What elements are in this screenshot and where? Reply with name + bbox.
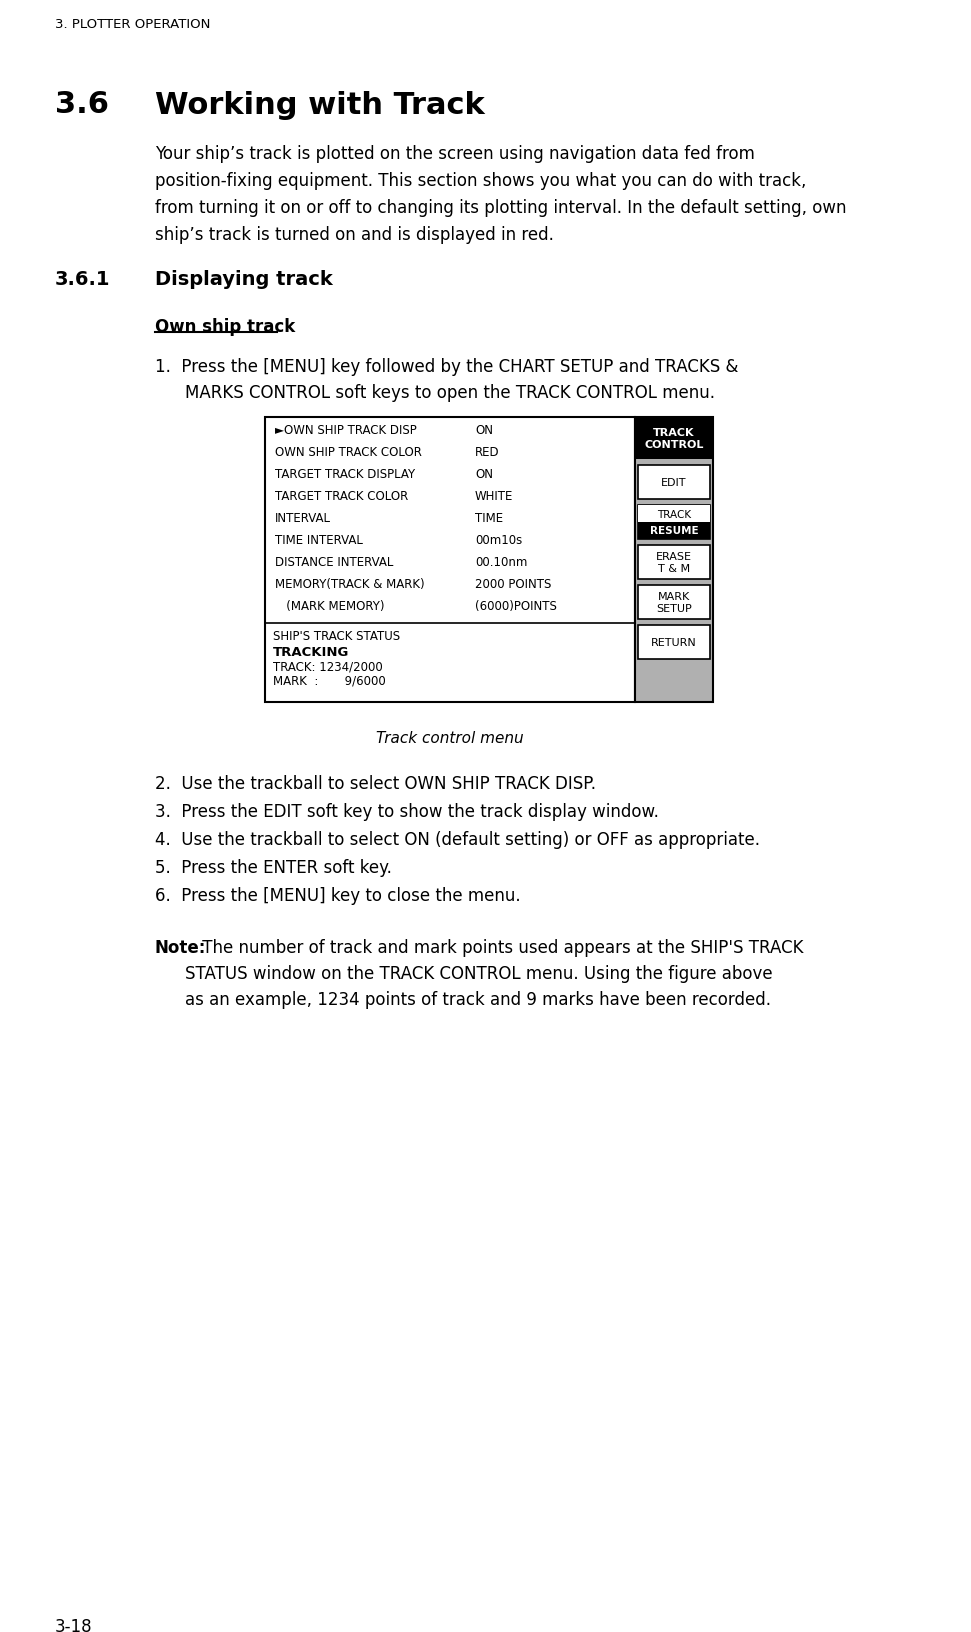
Text: ON: ON: [475, 424, 493, 437]
Bar: [638, 586, 710, 620]
Text: WHITE: WHITE: [475, 490, 514, 503]
Text: as an example, 1234 points of track and 9 marks have been recorded.: as an example, 1234 points of track and …: [185, 991, 771, 1009]
Text: RED: RED: [475, 446, 500, 459]
Text: INTERVAL: INTERVAL: [275, 512, 331, 524]
Text: Working with Track: Working with Track: [155, 91, 485, 119]
Text: 4.  Use the trackball to select ON (default setting) or OFF as appropriate.: 4. Use the trackball to select ON (defau…: [155, 831, 760, 849]
Text: TRACK
CONTROL: TRACK CONTROL: [645, 428, 704, 450]
Text: Own ship track: Own ship track: [155, 318, 295, 336]
Text: Track control menu: Track control menu: [376, 731, 523, 746]
Text: SHIP'S TRACK STATUS: SHIP'S TRACK STATUS: [273, 630, 400, 643]
Text: 6.  Press the [MENU] key to close the menu.: 6. Press the [MENU] key to close the men…: [155, 886, 520, 904]
Bar: [635, 418, 713, 460]
Bar: [265, 418, 635, 702]
Text: position-fixing equipment. This section shows you what you can do with track,: position-fixing equipment. This section …: [155, 171, 806, 189]
Text: ►OWN SHIP TRACK DISP: ►OWN SHIP TRACK DISP: [275, 424, 417, 437]
Bar: [638, 506, 710, 540]
Text: TARGET TRACK DISPLAY: TARGET TRACK DISPLAY: [275, 468, 416, 481]
Text: RESUME: RESUME: [650, 526, 698, 537]
Bar: [635, 418, 713, 702]
Text: MARK  :       9/6000: MARK : 9/6000: [273, 674, 385, 687]
Text: from turning it on or off to changing its plotting interval. In the default sett: from turning it on or off to changing it…: [155, 199, 847, 217]
Text: The number of track and mark points used appears at the SHIP'S TRACK: The number of track and mark points used…: [197, 938, 803, 956]
Text: (MARK MEMORY): (MARK MEMORY): [275, 599, 385, 612]
Text: 1.  Press the [MENU] key followed by the CHART SETUP and TRACKS &: 1. Press the [MENU] key followed by the …: [155, 357, 738, 375]
Text: TIME: TIME: [475, 512, 503, 524]
Text: 3.6.1: 3.6.1: [55, 269, 111, 289]
Text: Your ship’s track is plotted on the screen using navigation data fed from: Your ship’s track is plotted on the scre…: [155, 145, 754, 163]
Text: TRACK: 1234/2000: TRACK: 1234/2000: [273, 661, 383, 674]
Text: 00.10nm: 00.10nm: [475, 555, 527, 568]
Text: 3.  Press the EDIT soft key to show the track display window.: 3. Press the EDIT soft key to show the t…: [155, 803, 659, 821]
Bar: [638, 522, 710, 540]
Text: EDIT: EDIT: [661, 478, 686, 488]
Text: DISTANCE INTERVAL: DISTANCE INTERVAL: [275, 555, 393, 568]
Text: 3-18: 3-18: [55, 1617, 92, 1632]
Text: ship’s track is turned on and is displayed in red.: ship’s track is turned on and is display…: [155, 225, 553, 243]
Text: MARKS CONTROL soft keys to open the TRACK CONTROL menu.: MARKS CONTROL soft keys to open the TRAC…: [185, 384, 715, 401]
Text: ON: ON: [475, 468, 493, 481]
Text: 2.  Use the trackball to select OWN SHIP TRACK DISP.: 2. Use the trackball to select OWN SHIP …: [155, 775, 596, 793]
Text: 5.  Press the ENTER soft key.: 5. Press the ENTER soft key.: [155, 858, 392, 876]
Text: 00m10s: 00m10s: [475, 534, 522, 547]
Bar: [638, 625, 710, 659]
Bar: [638, 465, 710, 499]
Bar: [638, 506, 710, 522]
Text: STATUS window on the TRACK CONTROL menu. Using the figure above: STATUS window on the TRACK CONTROL menu.…: [185, 965, 773, 982]
Text: 3. PLOTTER OPERATION: 3. PLOTTER OPERATION: [55, 18, 211, 31]
Text: (6000)POINTS: (6000)POINTS: [475, 599, 557, 612]
Text: TIME INTERVAL: TIME INTERVAL: [275, 534, 363, 547]
Text: Displaying track: Displaying track: [155, 269, 333, 289]
Text: MEMORY(TRACK & MARK): MEMORY(TRACK & MARK): [275, 578, 424, 591]
Text: Note:: Note:: [155, 938, 207, 956]
Text: OWN SHIP TRACK COLOR: OWN SHIP TRACK COLOR: [275, 446, 421, 459]
Text: TARGET TRACK COLOR: TARGET TRACK COLOR: [275, 490, 408, 503]
Text: ERASE
T & M: ERASE T & M: [656, 552, 692, 573]
Text: TRACK: TRACK: [657, 509, 691, 519]
Text: 3.6: 3.6: [55, 90, 109, 119]
Text: 2000 POINTS: 2000 POINTS: [475, 578, 552, 591]
Text: MARK
SETUP: MARK SETUP: [656, 592, 692, 614]
Bar: [638, 545, 710, 579]
Text: TRACKING: TRACKING: [273, 646, 350, 659]
Text: RETURN: RETURN: [652, 638, 697, 648]
